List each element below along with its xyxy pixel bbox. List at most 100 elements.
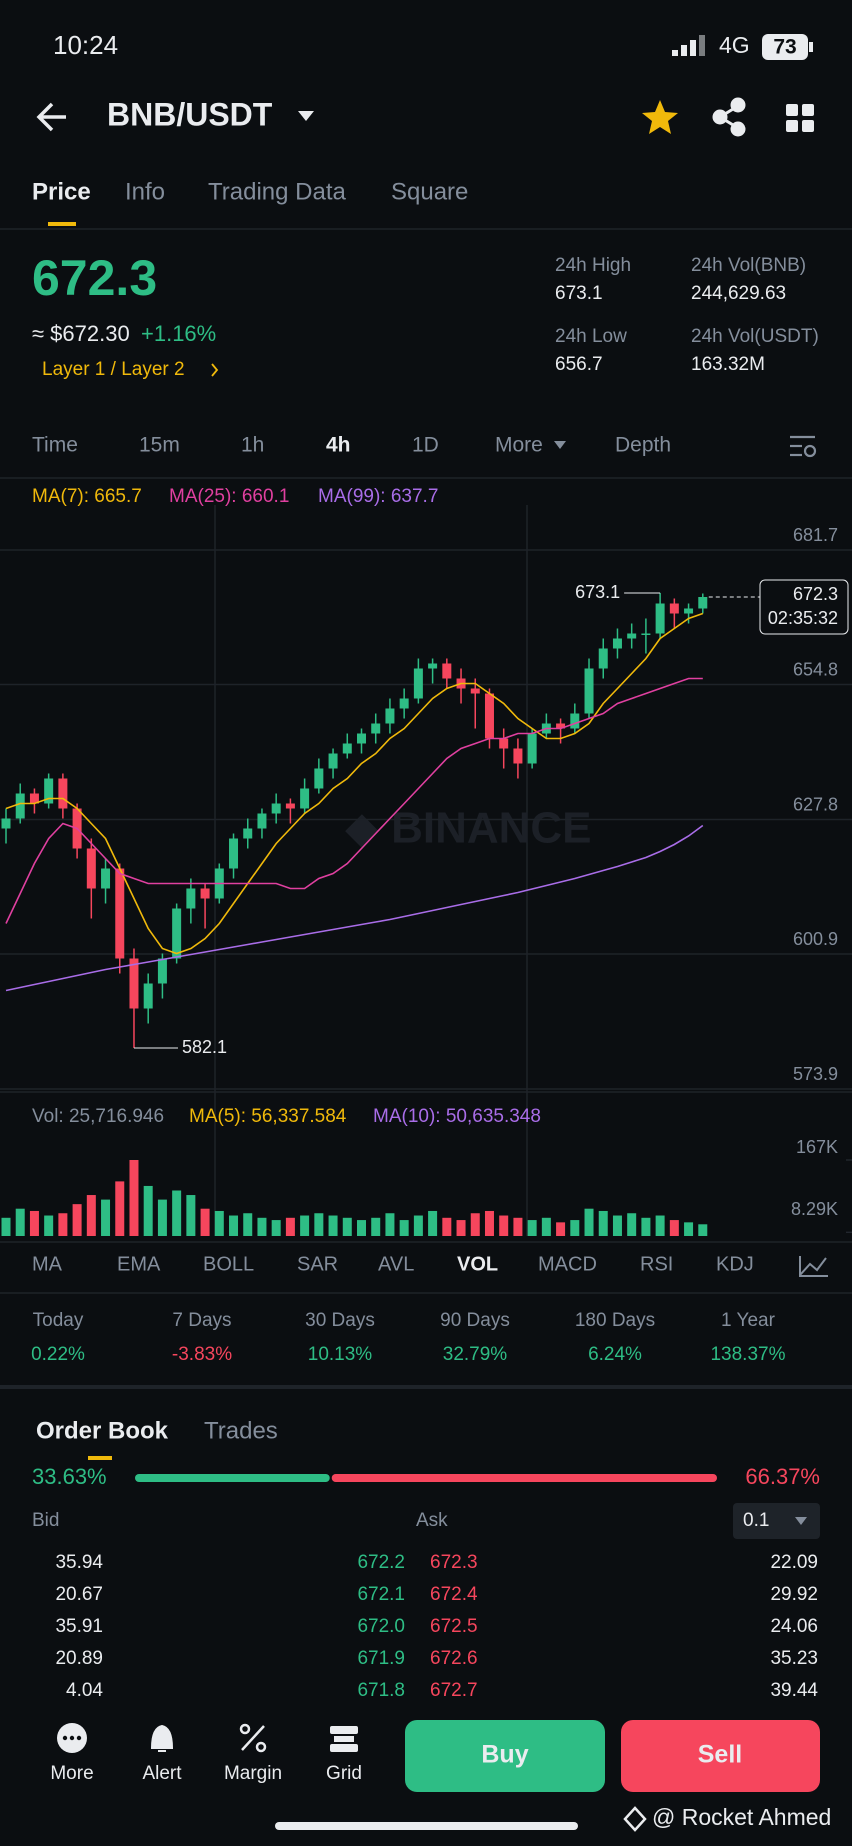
indicator[interactable]: BOLL bbox=[203, 1253, 254, 1275]
ask-price: 672.5 bbox=[430, 1616, 478, 1637]
tab[interactable]: Square bbox=[391, 178, 468, 205]
fiat-price: ≈ $672.30 bbox=[32, 321, 130, 346]
action-label[interactable]: Alert bbox=[142, 1763, 182, 1784]
indicator[interactable]: EMA bbox=[117, 1253, 161, 1275]
share-button[interactable] bbox=[712, 97, 746, 137]
indicator[interactable]: AVL bbox=[378, 1253, 414, 1275]
bid-price: 671.8 bbox=[357, 1680, 405, 1701]
volume-bar bbox=[129, 1160, 139, 1236]
volume-bar bbox=[115, 1181, 125, 1236]
y-tick-label: 654.8 bbox=[793, 659, 838, 679]
y-tick-label: 600.9 bbox=[793, 929, 838, 949]
y-tick-label: 573.9 bbox=[793, 1064, 838, 1084]
volume-bar bbox=[399, 1220, 409, 1236]
candle-body bbox=[655, 603, 665, 634]
interval[interactable]: Depth bbox=[615, 434, 671, 457]
candle-body bbox=[484, 693, 494, 739]
action-label[interactable]: Grid bbox=[326, 1763, 362, 1784]
bid-qty: 35.91 bbox=[55, 1616, 103, 1637]
tab[interactable]: Info bbox=[125, 178, 165, 205]
volume-bar bbox=[669, 1220, 679, 1236]
interval[interactable]: 1D bbox=[412, 434, 439, 457]
volume-bar bbox=[229, 1215, 239, 1236]
buy-label[interactable]: Buy bbox=[481, 1741, 528, 1769]
candle-body bbox=[598, 648, 608, 669]
tab[interactable]: Trading Data bbox=[208, 178, 347, 205]
status-time: 10:24 bbox=[53, 30, 118, 60]
candle-body bbox=[58, 778, 68, 809]
favorite-star[interactable] bbox=[642, 100, 678, 134]
volume-bar bbox=[15, 1208, 25, 1236]
back-button[interactable] bbox=[36, 102, 66, 132]
candle-body bbox=[143, 983, 153, 1009]
volume-bar bbox=[641, 1217, 651, 1236]
battery bbox=[762, 34, 808, 60]
volume-bar bbox=[413, 1215, 423, 1236]
ask-price: 672.7 bbox=[430, 1680, 478, 1701]
indicator[interactable]: SAR bbox=[297, 1253, 338, 1275]
candle-body bbox=[271, 803, 281, 814]
interval[interactable]: 1h bbox=[241, 434, 264, 457]
interval[interactable]: 15m bbox=[139, 434, 180, 457]
volume-bar bbox=[371, 1217, 381, 1236]
volume-bar bbox=[513, 1217, 523, 1236]
candle-body bbox=[371, 723, 381, 734]
indicator[interactable]: MACD bbox=[538, 1253, 597, 1275]
buy-button[interactable] bbox=[405, 1720, 605, 1792]
volume-bar bbox=[143, 1185, 153, 1236]
interval[interactable]: Time bbox=[32, 434, 78, 457]
volume-bar bbox=[655, 1215, 665, 1236]
tab[interactable]: Price bbox=[32, 178, 91, 205]
alert-icon[interactable] bbox=[150, 1724, 174, 1752]
interval[interactable]: 4h bbox=[326, 434, 351, 457]
sell-button[interactable] bbox=[621, 1720, 820, 1792]
ask-ratio: 66.37% bbox=[745, 1464, 820, 1489]
stat-label: 24h Vol(USDT) bbox=[691, 326, 819, 347]
orderbook-tab[interactable]: Order Book bbox=[36, 1417, 169, 1444]
bid-header: Bid bbox=[32, 1510, 59, 1531]
period-label: 90 Days bbox=[440, 1310, 510, 1331]
action-label[interactable]: Margin bbox=[224, 1763, 282, 1784]
action-label[interactable]: More bbox=[50, 1763, 93, 1784]
more-icon[interactable] bbox=[57, 1723, 87, 1753]
candle-body bbox=[200, 888, 210, 899]
margin-icon[interactable] bbox=[239, 1723, 267, 1753]
volume-bar bbox=[285, 1217, 295, 1236]
volume-tick-label: 167K bbox=[796, 1137, 838, 1157]
last-price-box bbox=[759, 579, 849, 635]
category-tag[interactable]: Layer 1 / Layer 2 bbox=[42, 359, 185, 380]
indicator-settings[interactable] bbox=[799, 1256, 828, 1277]
indicator[interactable]: VOL bbox=[457, 1253, 498, 1275]
candle-body bbox=[243, 828, 253, 839]
candle-body bbox=[86, 848, 96, 889]
pair-dropdown[interactable] bbox=[298, 111, 314, 121]
volume-bar bbox=[328, 1215, 338, 1236]
indicator[interactable]: MA bbox=[32, 1253, 63, 1275]
indicator[interactable]: KDJ bbox=[716, 1253, 754, 1275]
precision-select[interactable] bbox=[733, 1503, 820, 1539]
stat-value: 244,629.63 bbox=[691, 283, 786, 304]
bid-qty: 35.94 bbox=[55, 1552, 103, 1573]
period-label: Today bbox=[33, 1310, 84, 1331]
candle-body bbox=[1, 818, 11, 829]
volume-legend: MA(5): 56,337.584 bbox=[189, 1106, 347, 1127]
period-label: 7 Days bbox=[172, 1310, 231, 1331]
trades-tab[interactable]: Trades bbox=[204, 1417, 278, 1444]
pair-title[interactable]: BNB/USDT bbox=[107, 96, 273, 132]
bid-price: 672.2 bbox=[357, 1552, 405, 1573]
volume-bar bbox=[527, 1220, 537, 1236]
layout-button[interactable] bbox=[786, 104, 814, 132]
chart-settings[interactable] bbox=[790, 435, 817, 458]
grid-icon[interactable] bbox=[330, 1726, 358, 1752]
indicator[interactable]: RSI bbox=[640, 1253, 673, 1275]
interval[interactable]: More bbox=[495, 434, 543, 457]
more-dropdown bbox=[554, 441, 566, 449]
period-change: 10.13% bbox=[308, 1344, 373, 1365]
volume-bar bbox=[499, 1215, 509, 1236]
ask-header: Ask bbox=[416, 1510, 448, 1531]
sell-label[interactable]: Sell bbox=[698, 1741, 742, 1769]
volume-bar bbox=[570, 1220, 580, 1236]
period-change: 32.79% bbox=[443, 1344, 508, 1365]
ask-qty: 24.06 bbox=[770, 1616, 818, 1637]
